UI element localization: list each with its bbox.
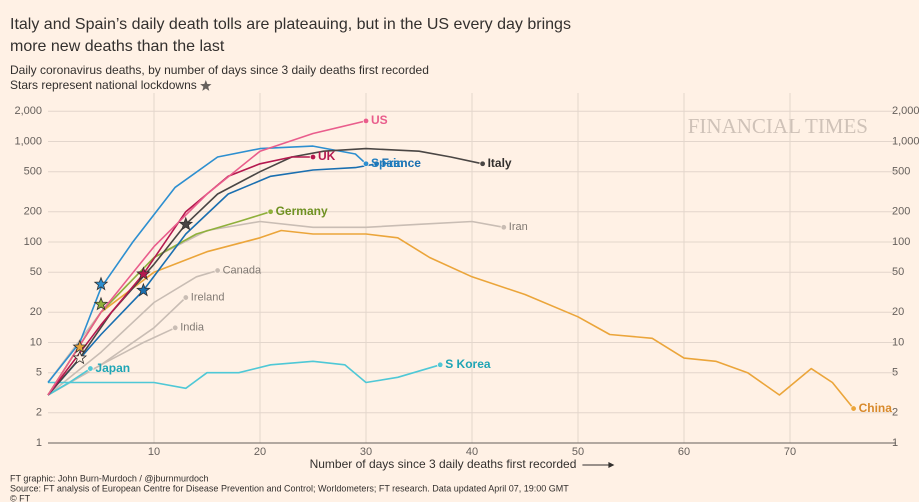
- end-point: [437, 361, 444, 368]
- end-point: [500, 224, 507, 231]
- lockdown-star: [72, 350, 88, 365]
- lockdown-star: [178, 216, 194, 231]
- series-line: [47, 367, 91, 396]
- series-label: Canada: [223, 264, 262, 276]
- series-label: Italy: [488, 156, 512, 170]
- x-tick-label: 60: [678, 446, 690, 458]
- x-tick-label: 70: [784, 446, 796, 458]
- y-tick-label-right: 1,000: [892, 135, 919, 147]
- series-label: China: [859, 401, 893, 415]
- y-tick-label-right: 50: [892, 266, 904, 278]
- y-tick-label-right: 10: [892, 336, 904, 348]
- series-line: [48, 360, 441, 390]
- series-line: [47, 220, 504, 383]
- end-point: [362, 117, 370, 125]
- end-point: [362, 160, 370, 167]
- lockdown-star: [136, 282, 151, 297]
- end-point: [373, 160, 380, 167]
- y-tick-label: 2,000: [14, 105, 42, 117]
- y-tick-label: 1: [36, 437, 42, 449]
- end-point: [309, 153, 317, 161]
- series-line: [47, 120, 367, 396]
- chart-title: Italy and Spain’s daily death tolls are …: [10, 16, 571, 33]
- lockdown-star: [136, 266, 151, 281]
- y-tick-label-right: 5: [892, 367, 898, 379]
- chart-title: more new deaths than the last: [10, 38, 225, 55]
- series-line: [47, 269, 218, 396]
- y-tick-label-right: 200: [892, 206, 910, 218]
- x-tick-label: 50: [572, 446, 584, 458]
- watermark: FINANCIAL TIMES: [688, 114, 868, 138]
- x-tick-label: 30: [360, 446, 372, 458]
- series-line: [47, 156, 313, 396]
- series-label: India: [180, 322, 205, 334]
- y-tick-label-right: 2,000: [892, 105, 919, 117]
- series-label: Japan: [95, 361, 130, 375]
- y-tick-label-right: 100: [892, 236, 910, 248]
- subtitle: Stars represent national lockdowns: [10, 78, 197, 92]
- x-tick-label: 40: [466, 446, 478, 458]
- y-tick-label-right: 20: [892, 306, 904, 318]
- y-tick-label-right: 500: [892, 166, 910, 178]
- y-tick-label: 2: [36, 407, 42, 419]
- arrow-head: [608, 462, 615, 468]
- y-tick-label: 10: [30, 336, 42, 348]
- end-point: [850, 405, 857, 412]
- y-tick-label: 20: [30, 306, 42, 318]
- series-line: [47, 229, 855, 410]
- subtitle: Daily coronavirus deaths, by number of d…: [10, 63, 429, 77]
- footer: Source: FT analysis of European Centre f…: [10, 483, 569, 493]
- x-axis-label: Number of days since 3 daily deaths firs…: [310, 457, 577, 471]
- y-tick-label: 100: [24, 236, 42, 248]
- end-point: [182, 294, 189, 301]
- y-tick-label: 200: [24, 206, 42, 218]
- series-label: Spain: [371, 156, 404, 170]
- y-tick-label: 1,000: [14, 135, 42, 147]
- end-point: [479, 160, 486, 167]
- series-label: US: [371, 113, 388, 127]
- series-label: France: [382, 156, 422, 170]
- y-tick-label: 5: [36, 367, 42, 379]
- x-tick-label: 10: [148, 446, 160, 458]
- series-label: S Korea: [445, 357, 491, 371]
- footer: FT graphic: John Burn-Murdoch / @jburnmu…: [10, 473, 209, 483]
- series-label: Ireland: [191, 291, 225, 303]
- series-line: [47, 145, 367, 383]
- legend-star: [200, 80, 212, 91]
- end-point: [214, 267, 221, 274]
- y-tick-label-right: 2: [892, 407, 898, 419]
- end-point: [267, 208, 274, 215]
- footer: © FT: [10, 493, 31, 502]
- lockdown-star: [93, 276, 109, 291]
- series-line: [47, 163, 377, 396]
- x-tick-label: 20: [254, 446, 266, 458]
- lockdown-star: [93, 296, 109, 311]
- y-tick-label: 500: [24, 166, 42, 178]
- series-label: Germany: [276, 204, 328, 218]
- lockdown-star: [72, 339, 88, 354]
- series-label: Iran: [509, 221, 528, 233]
- end-point: [87, 365, 94, 372]
- end-point: [171, 324, 179, 331]
- series-label: UK: [318, 149, 336, 163]
- y-tick-label: 50: [30, 266, 42, 278]
